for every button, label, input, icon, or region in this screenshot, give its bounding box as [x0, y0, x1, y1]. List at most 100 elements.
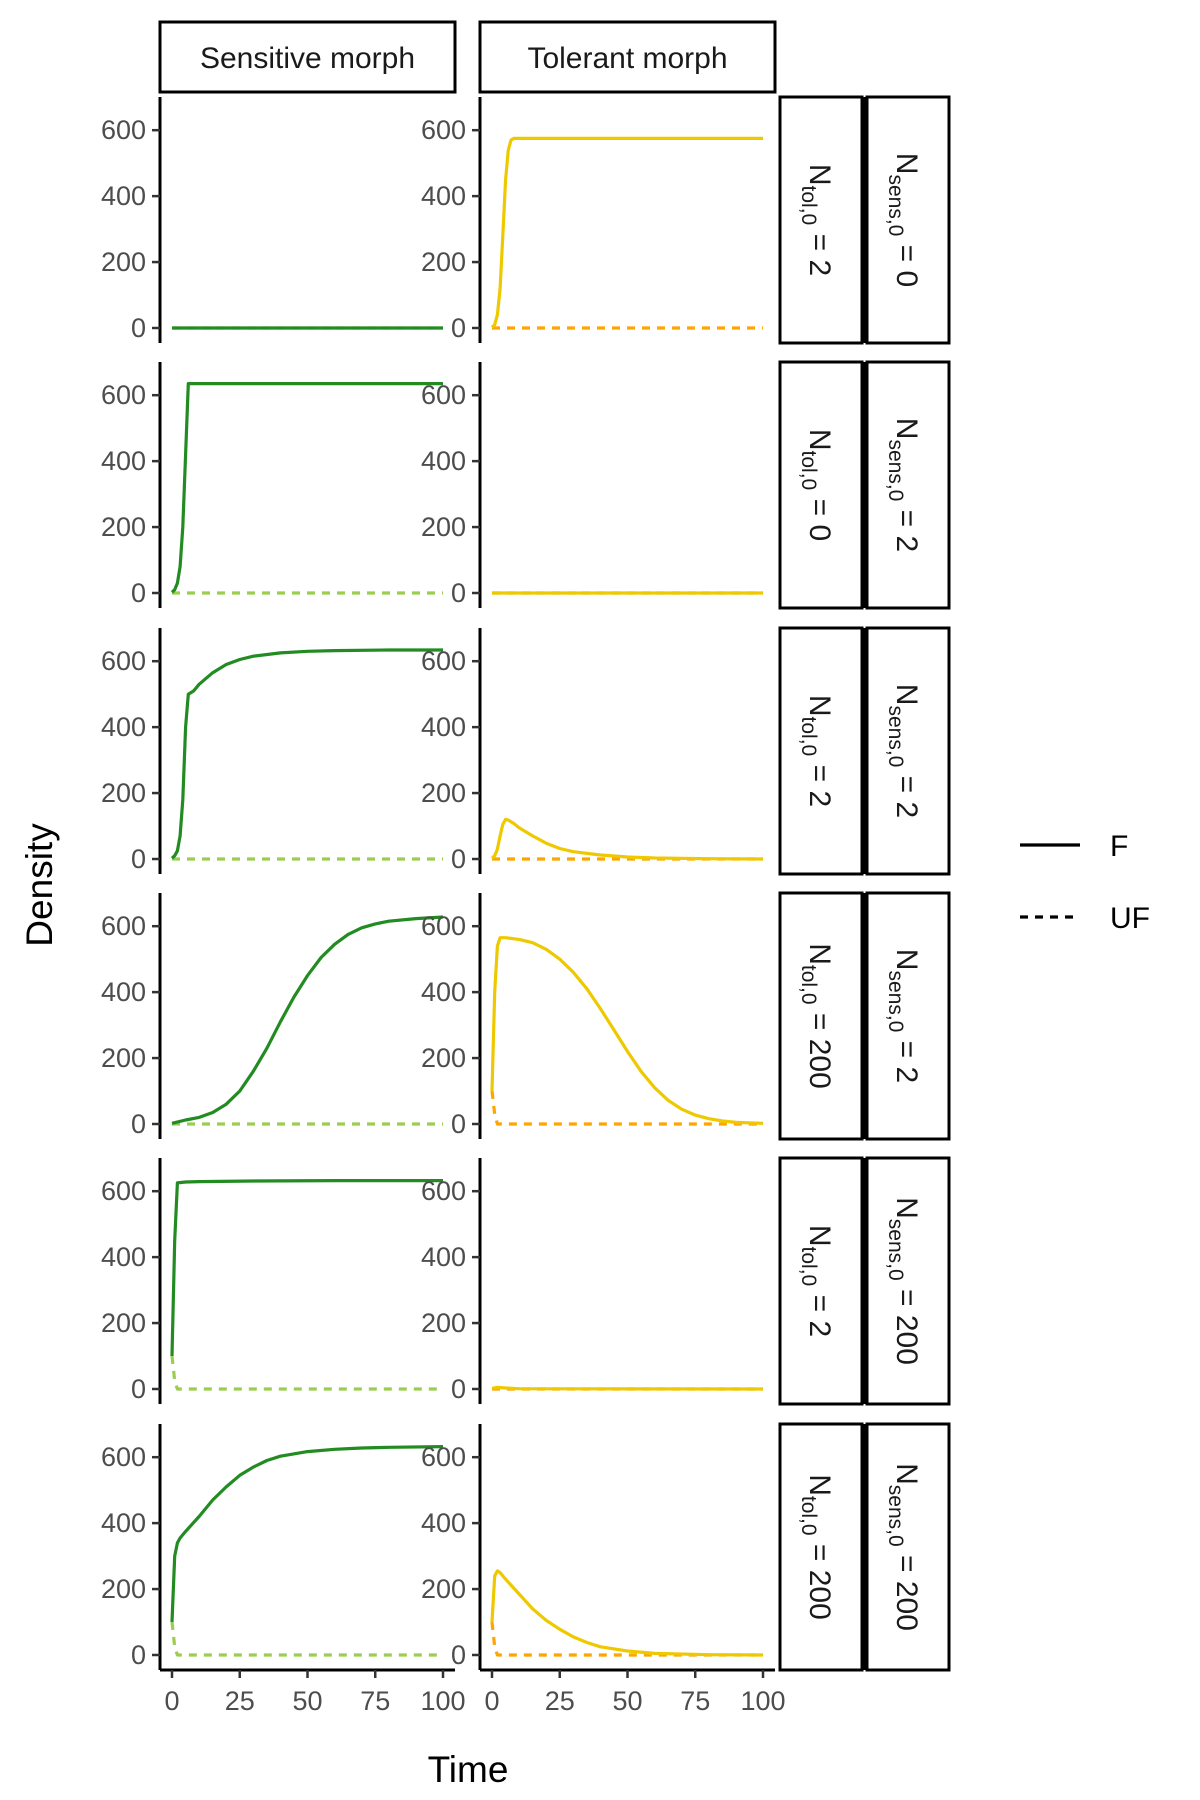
facet-n: N: [803, 164, 836, 186]
panel: [170, 648, 443, 861]
y-tick-label: 600: [421, 380, 466, 410]
y-tick-label: 400: [421, 977, 466, 1007]
row-strip-box: [865, 95, 951, 345]
legend-item: F: [1020, 830, 1128, 863]
row-strip-label: Nsens,0 = 2: [884, 684, 923, 818]
row-strip-label: Ntol,0 = 2: [797, 164, 836, 276]
column-strip: Tolerant morph: [478, 20, 777, 94]
y-tick-label: 400: [101, 181, 146, 211]
y-tick-label: 600: [421, 911, 466, 941]
row-strip-box: [778, 891, 864, 1141]
y-tick-label: 600: [421, 646, 466, 676]
y-tick-label: 200: [421, 778, 466, 808]
row-strip-box: [778, 626, 864, 876]
row-strip-label: Ntol,0 = 2: [797, 695, 836, 807]
y-tick-label: 200: [101, 247, 146, 277]
column-strip-label: Sensitive morph: [200, 42, 415, 75]
facet-subscript: tol,0: [797, 965, 820, 1005]
series-line-f: [170, 1179, 443, 1357]
y-tick-label: 400: [421, 1242, 466, 1272]
series-line-f: [170, 648, 443, 860]
y-tick-label: 400: [101, 1242, 146, 1272]
row-strip-label: Nsens,0 = 200: [884, 1197, 923, 1365]
y-tick-label: 400: [101, 446, 146, 476]
facet-n: N: [803, 943, 836, 965]
row-strip-box: [778, 1422, 864, 1672]
y-tick-label: 200: [101, 1308, 146, 1338]
facet-value: = 200: [890, 1281, 923, 1365]
y-tick-label: 400: [101, 977, 146, 1007]
series-line-uf: [170, 1355, 443, 1391]
x-tick-label: 100: [740, 1686, 785, 1716]
facet-value: = 0: [803, 490, 836, 541]
panel: [171, 915, 444, 1126]
y-tick-label: 600: [101, 1176, 146, 1206]
facet-n: N: [890, 418, 923, 440]
x-tick-label: 75: [680, 1686, 710, 1716]
panel: [491, 1385, 764, 1391]
row-strip-nsens: Nsens,0 = 200: [865, 1156, 951, 1406]
facet-value: = 2: [803, 1286, 836, 1337]
y-tick-label: 200: [101, 1043, 146, 1073]
y-tick-label: 0: [131, 578, 146, 608]
row-strip-ntol: Ntol,0 = 0: [778, 360, 864, 610]
facet-n: N: [890, 153, 923, 175]
row-strip-box: [865, 626, 951, 876]
facet-subscript: sens,0: [884, 174, 907, 236]
facet-subscript: tol,0: [797, 1247, 820, 1287]
row-strip-label: Nsens,0 = 0: [884, 153, 923, 287]
panels-layer: [170, 136, 764, 1657]
legend: F UF: [1020, 830, 1150, 935]
row-strip-box: [865, 891, 951, 1141]
row-strip-label: Ntol,0 = 200: [797, 1474, 836, 1620]
row-strip-box: [778, 1156, 864, 1406]
y-tick-label: 0: [131, 844, 146, 874]
y-tick-label: 0: [131, 1109, 146, 1139]
facet-subscript: sens,0: [884, 439, 907, 501]
facet-value: = 2: [803, 225, 836, 276]
y-tick-label: 200: [421, 247, 466, 277]
row-strip-label: Nsens,0 = 2: [884, 418, 923, 552]
series-line-f: [170, 1445, 444, 1623]
column-strip: Sensitive morph: [158, 20, 457, 94]
facet-n: N: [803, 695, 836, 717]
facet-subscript: tol,0: [797, 1496, 820, 1536]
y-tick-label: 400: [101, 1508, 146, 1538]
y-tick-label: 400: [421, 712, 466, 742]
panel: [490, 936, 764, 1126]
y-tick-label: 200: [101, 778, 146, 808]
panel: [170, 1445, 444, 1657]
facet-n: N: [803, 1225, 836, 1247]
facet-n: N: [803, 429, 836, 451]
facet-n: N: [890, 1197, 923, 1219]
facet-subscript: tol,0: [797, 451, 820, 491]
x-tick-label: 25: [225, 1686, 255, 1716]
panel: [490, 817, 764, 861]
x-tick-label: 0: [164, 1686, 179, 1716]
series-line-uf: [490, 1621, 763, 1657]
y-tick-label: 600: [101, 380, 146, 410]
y-tick-label: 200: [421, 1574, 466, 1604]
y-tick-label: 200: [101, 512, 146, 542]
series-line-uf: [490, 1090, 763, 1126]
row-strip-box: [778, 360, 864, 610]
series-line-f: [490, 936, 764, 1125]
x-tick-label: 0: [484, 1686, 499, 1716]
y-tick-label: 0: [451, 313, 466, 343]
series-line-f: [491, 1385, 764, 1391]
series-line-uf: [170, 1621, 443, 1657]
column-strip-box: [158, 20, 457, 94]
y-tick-label: 200: [421, 1308, 466, 1338]
row-strip-ntol: Ntol,0 = 2: [778, 626, 864, 876]
series-line-f: [170, 382, 443, 594]
row-strip-nsens: Nsens,0 = 2: [865, 360, 951, 610]
facet-subscript: sens,0: [884, 970, 907, 1032]
y-tick-label: 600: [421, 115, 466, 145]
row-strip-box: [865, 1422, 951, 1672]
facet-value: = 2: [803, 756, 836, 807]
y-tick-label: 0: [131, 1640, 146, 1670]
x-tick-label: 100: [420, 1686, 465, 1716]
facet-value: = 200: [803, 1536, 836, 1620]
x-tick-label: 75: [360, 1686, 390, 1716]
